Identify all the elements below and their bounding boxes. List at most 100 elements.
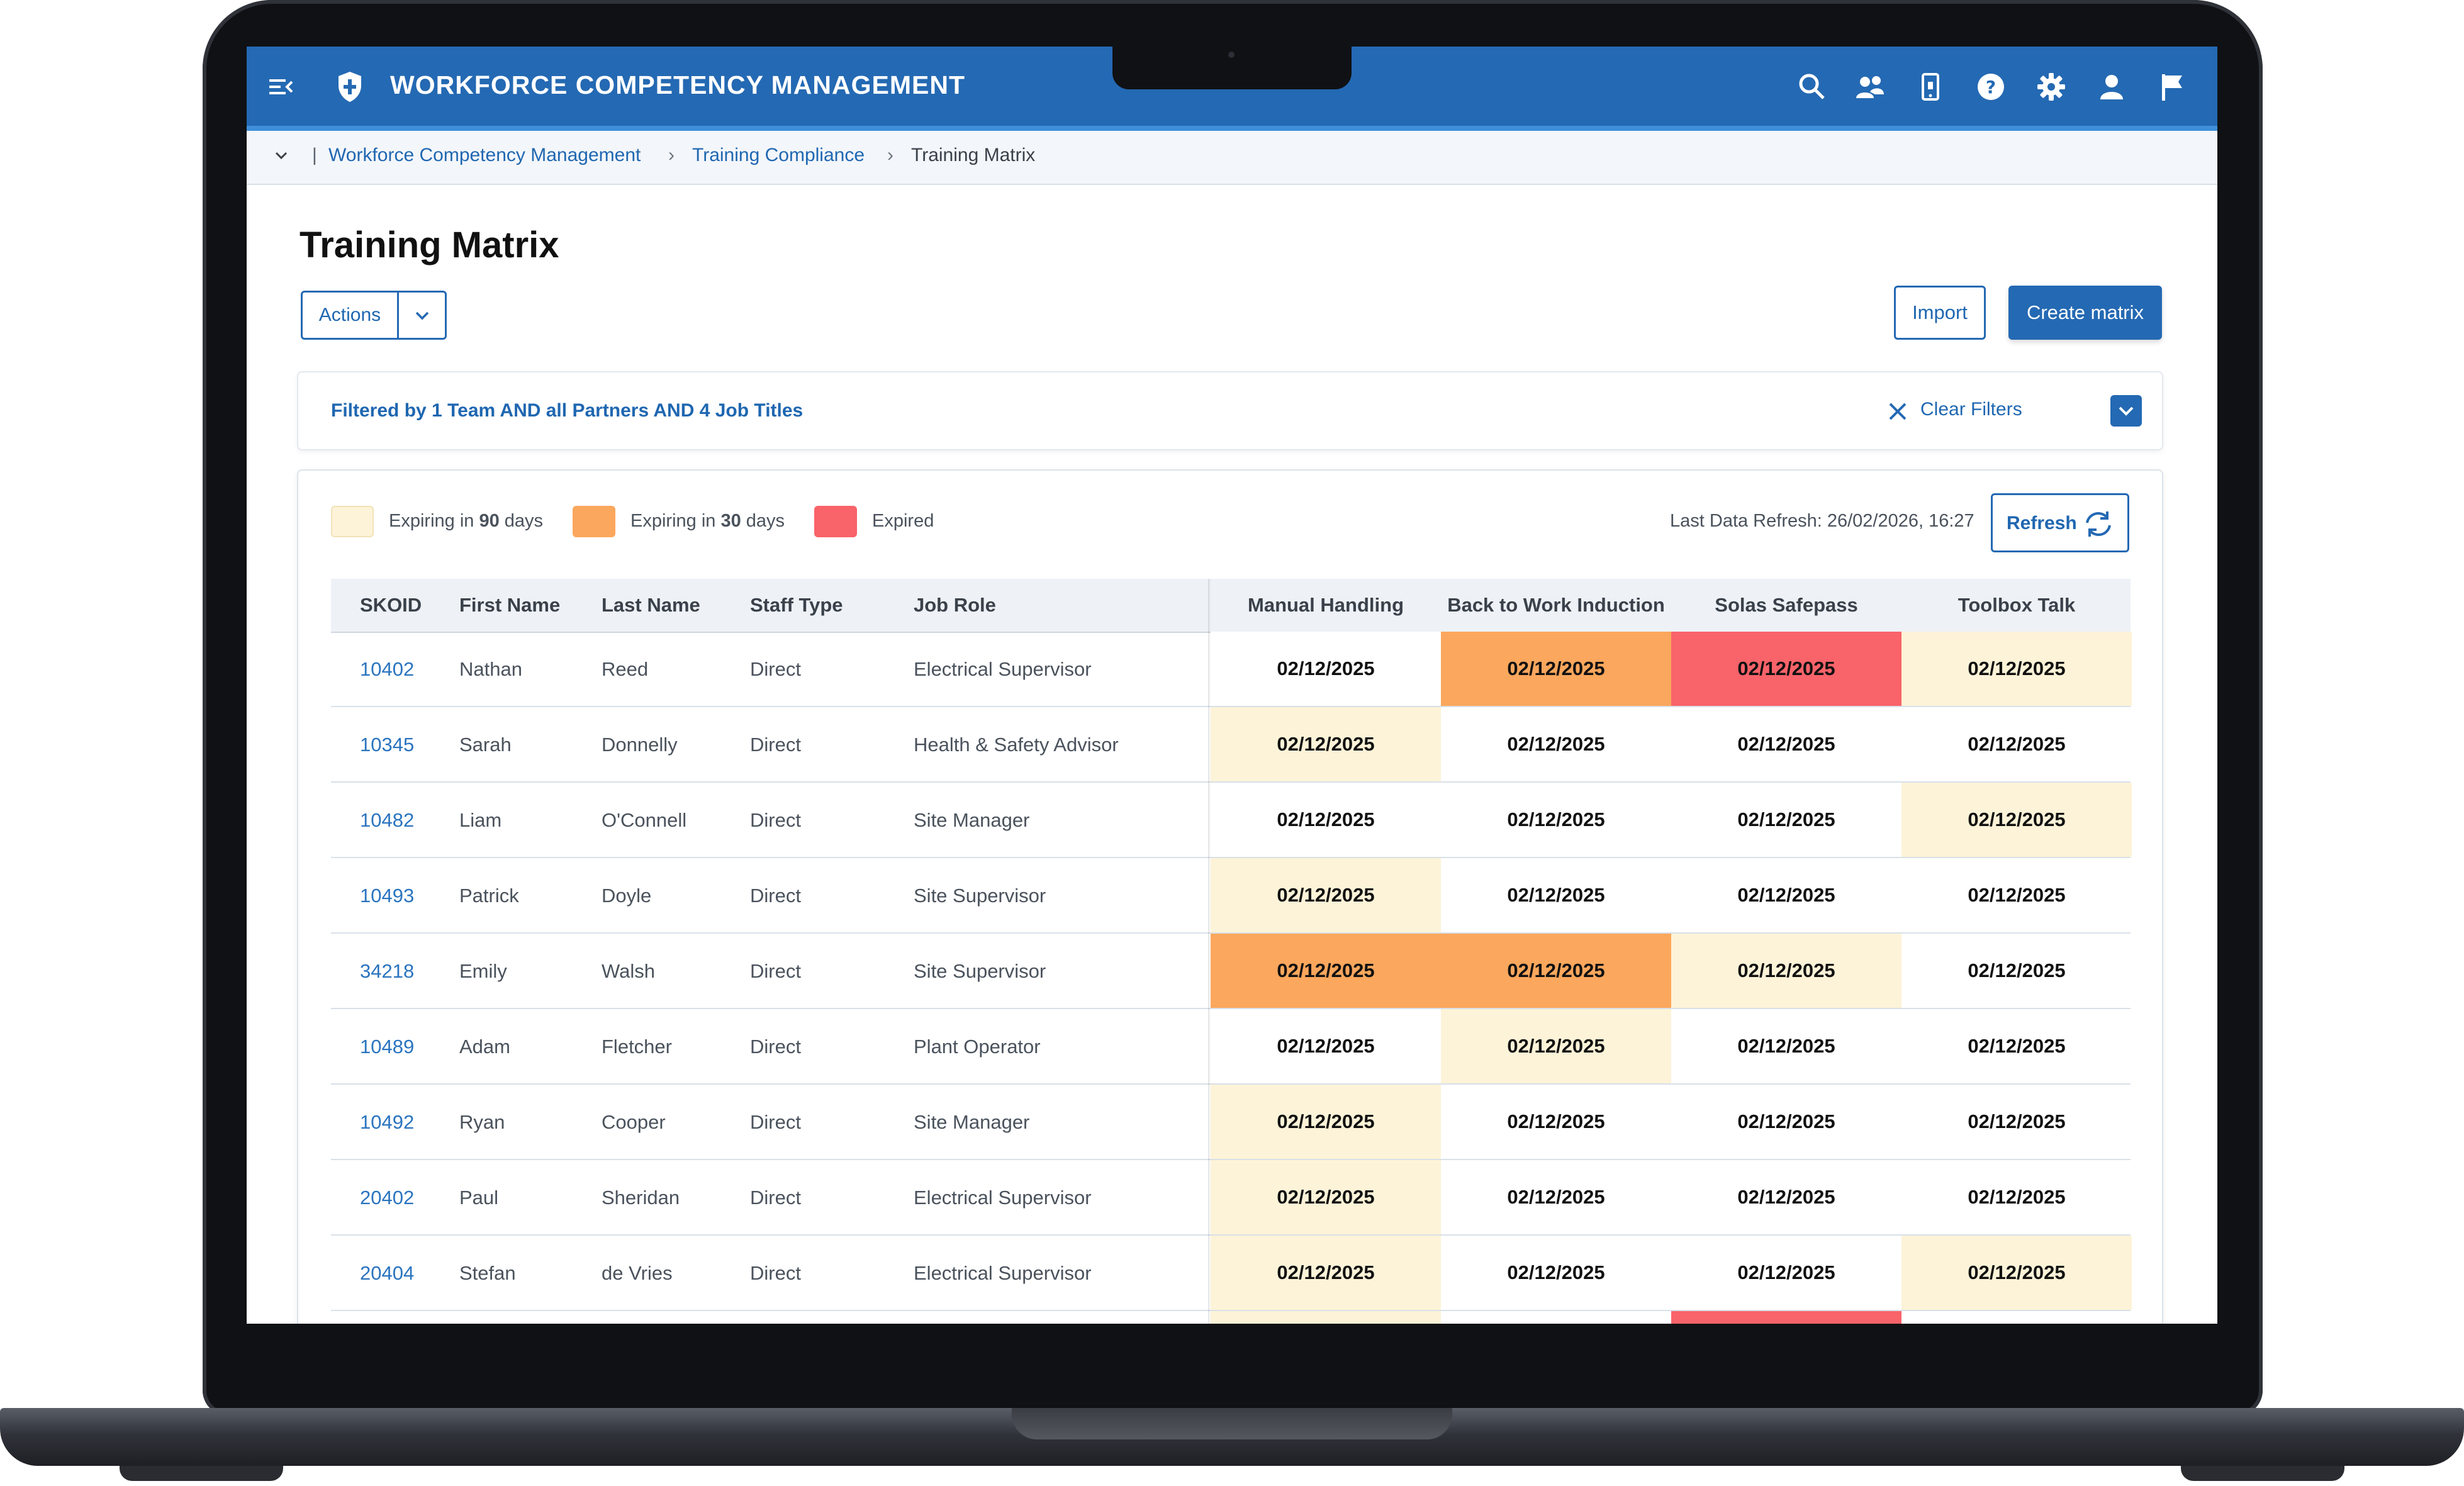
cell-back-to-work-induction[interactable]: 02/12/2025 [1441,1236,1671,1310]
cell-back-to-work-induction[interactable]: 02/12/2025 [1441,783,1671,857]
cell-manual-handling[interactable]: 02/12/2025 [1211,783,1441,857]
gear-icon[interactable] [2035,70,2068,103]
cell-first-name: Patrick [459,885,519,907]
legend-label-expiring-90: Expiring in 90 days [389,511,544,531]
cell-solas-safepass[interactable]: 02/12/2025 [1671,707,1901,781]
cell-toolbox-talk[interactable]: 02/12/2025 [1901,1009,2132,1083]
cell-back-to-work-induction[interactable] [1441,1311,1671,1324]
cell-solas-safepass[interactable] [1671,1311,1901,1324]
cell-solas-safepass[interactable]: 02/12/2025 [1671,1085,1901,1159]
filter-expand-button[interactable] [2110,395,2142,427]
cell-toolbox-talk[interactable]: 02/12/2025 [1901,707,2132,781]
cell-solas-safepass[interactable]: 02/12/2025 [1671,1160,1901,1234]
column-header-toolbox-talk[interactable]: Toolbox Talk [1957,594,2076,616]
import-button[interactable]: Import [1894,286,1986,340]
cell-toolbox-talk[interactable]: 02/12/2025 [1901,934,2132,1008]
cell-skoid[interactable]: 20404 [360,1262,415,1284]
cell-toolbox-talk[interactable]: 02/12/2025 [1901,1160,2132,1234]
cell-toolbox-talk[interactable]: 02/12/2025 [1901,632,2132,706]
cell-back-to-work-induction[interactable]: 02/12/2025 [1441,1160,1671,1234]
cell-staff-type: Direct [750,734,801,756]
table-header: SKOID First Name Last Name Staff Type Jo… [331,579,2131,633]
actions-button[interactable]: Actions [303,293,399,338]
cell-skoid[interactable]: 10345 [360,734,415,756]
cell-last-name: O'Connell [602,809,687,831]
user-icon[interactable] [2095,70,2128,103]
actions-split-button: Actions [301,291,447,340]
laptop-foot-right [2181,1466,2344,1481]
table-row: 10489 Adam Fletcher Direct Plant Operator 02/… [331,1009,2132,1085]
cell-solas-safepass[interactable]: 02/12/2025 [1671,1009,1901,1083]
table-row: 34218 Emily Walsh Direct Site Supervisor 02/1… [331,934,2132,1009]
cell-manual-handling[interactable]: 02/12/2025 [1211,1009,1441,1083]
cell-skoid[interactable]: 10492 [360,1111,415,1133]
cell-job-role: Plant Operator [914,1036,1041,1058]
cell-toolbox-talk[interactable]: 02/12/2025 [1901,783,2132,857]
cell-toolbox-talk[interactable]: 02/12/2025 [1901,1236,2132,1310]
cell-skoid[interactable]: 10402 [360,658,415,680]
column-header-last-name[interactable]: Last Name [602,594,700,616]
cell-first-name: Emily [459,960,507,982]
cell-manual-handling[interactable] [1211,1311,1441,1324]
cell-skoid[interactable]: 10493 [360,885,415,907]
breadcrumb-link-training-compliance[interactable]: Training Compliance [692,145,865,165]
cell-manual-handling[interactable]: 02/12/2025 [1211,934,1441,1008]
table-row: 10345 Sarah Donnelly Direct Health & Safety … [331,707,2132,783]
cell-toolbox-talk[interactable] [1901,1311,2132,1324]
column-header-first-name[interactable]: First Name [459,594,561,616]
cell-solas-safepass[interactable]: 02/12/2025 [1671,632,1901,706]
cell-manual-handling[interactable]: 02/12/2025 [1211,1236,1441,1310]
cell-back-to-work-induction[interactable]: 02/12/2025 [1441,632,1671,706]
column-header-solas-safepass[interactable]: Solas Safepass [1715,594,1858,616]
cell-skoid[interactable]: 34218 [360,960,415,982]
cell-staff-type: Direct [750,960,801,982]
cell-skoid[interactable]: 10489 [360,1036,415,1058]
cell-last-name: Reed [602,658,649,680]
cell-toolbox-talk[interactable]: 02/12/2025 [1901,858,2132,932]
header-accent-line [247,126,2217,131]
create-matrix-button[interactable]: Create matrix [2008,286,2162,340]
cell-back-to-work-induction[interactable]: 02/12/2025 [1441,1009,1671,1083]
column-header-back-to-work-induction[interactable]: Back to Work Induction [1447,594,1665,616]
team-icon[interactable] [1854,70,1886,103]
column-header-staff-type[interactable]: Staff Type [750,594,843,616]
cell-back-to-work-induction[interactable]: 02/12/2025 [1441,1085,1671,1159]
column-header-manual-handling[interactable]: Manual Handling [1248,594,1404,616]
cell-solas-safepass[interactable]: 02/12/2025 [1671,1236,1901,1310]
column-header-job-role[interactable]: Job Role [914,594,996,616]
cell-skoid[interactable]: 20402 [360,1187,415,1209]
cell-solas-safepass[interactable]: 02/12/2025 [1671,858,1901,932]
cell-manual-handling[interactable]: 02/12/2025 [1211,1160,1441,1234]
column-header-skoid[interactable]: SKOID [360,594,422,616]
page-title: Training Matrix [300,225,559,265]
chevron-down-icon[interactable] [273,147,289,164]
cell-skoid[interactable]: 10482 [360,809,415,831]
clear-filters-link[interactable]: Clear Filters [1920,399,2022,420]
help-icon[interactable]: ? [1974,70,2007,103]
cell-manual-handling[interactable]: 02/12/2025 [1211,632,1441,706]
breadcrumb-link-workforce[interactable]: Workforce Competency Management [328,145,641,165]
cell-solas-safepass[interactable]: 02/12/2025 [1671,783,1901,857]
cell-manual-handling[interactable]: 02/12/2025 [1211,707,1441,781]
mobile-device-icon[interactable] [1914,70,1947,103]
laptop-foot-left [120,1466,283,1481]
cell-back-to-work-induction[interactable]: 02/12/2025 [1441,934,1671,1008]
cell-back-to-work-induction[interactable]: 02/12/2025 [1441,707,1671,781]
actions-dropdown-toggle[interactable] [399,293,445,338]
cell-last-name: Walsh [602,960,655,982]
cell-manual-handling[interactable]: 02/12/2025 [1211,1085,1441,1159]
cell-solas-safepass[interactable]: 02/12/2025 [1671,934,1901,1008]
cell-back-to-work-induction[interactable]: 02/12/2025 [1441,858,1671,932]
menu-collapse-icon[interactable] [268,74,293,99]
table-row: 10402 Nathan Reed Direct Electrical Supervis… [331,632,2132,707]
cell-manual-handling[interactable]: 02/12/2025 [1211,858,1441,932]
cell-toolbox-talk[interactable]: 02/12/2025 [1901,1085,2132,1159]
cell-last-name: Cooper [602,1111,666,1133]
legend-label-expiring-30: Expiring in 30 days [630,511,785,531]
search-icon[interactable] [1796,70,1828,103]
cell-job-role: Site Supervisor [914,885,1046,907]
close-icon[interactable] [1886,400,1909,423]
refresh-button[interactable]: Refresh [1991,493,2129,552]
flag-icon[interactable] [2156,70,2188,103]
breadcrumb-separator: › [668,145,675,165]
